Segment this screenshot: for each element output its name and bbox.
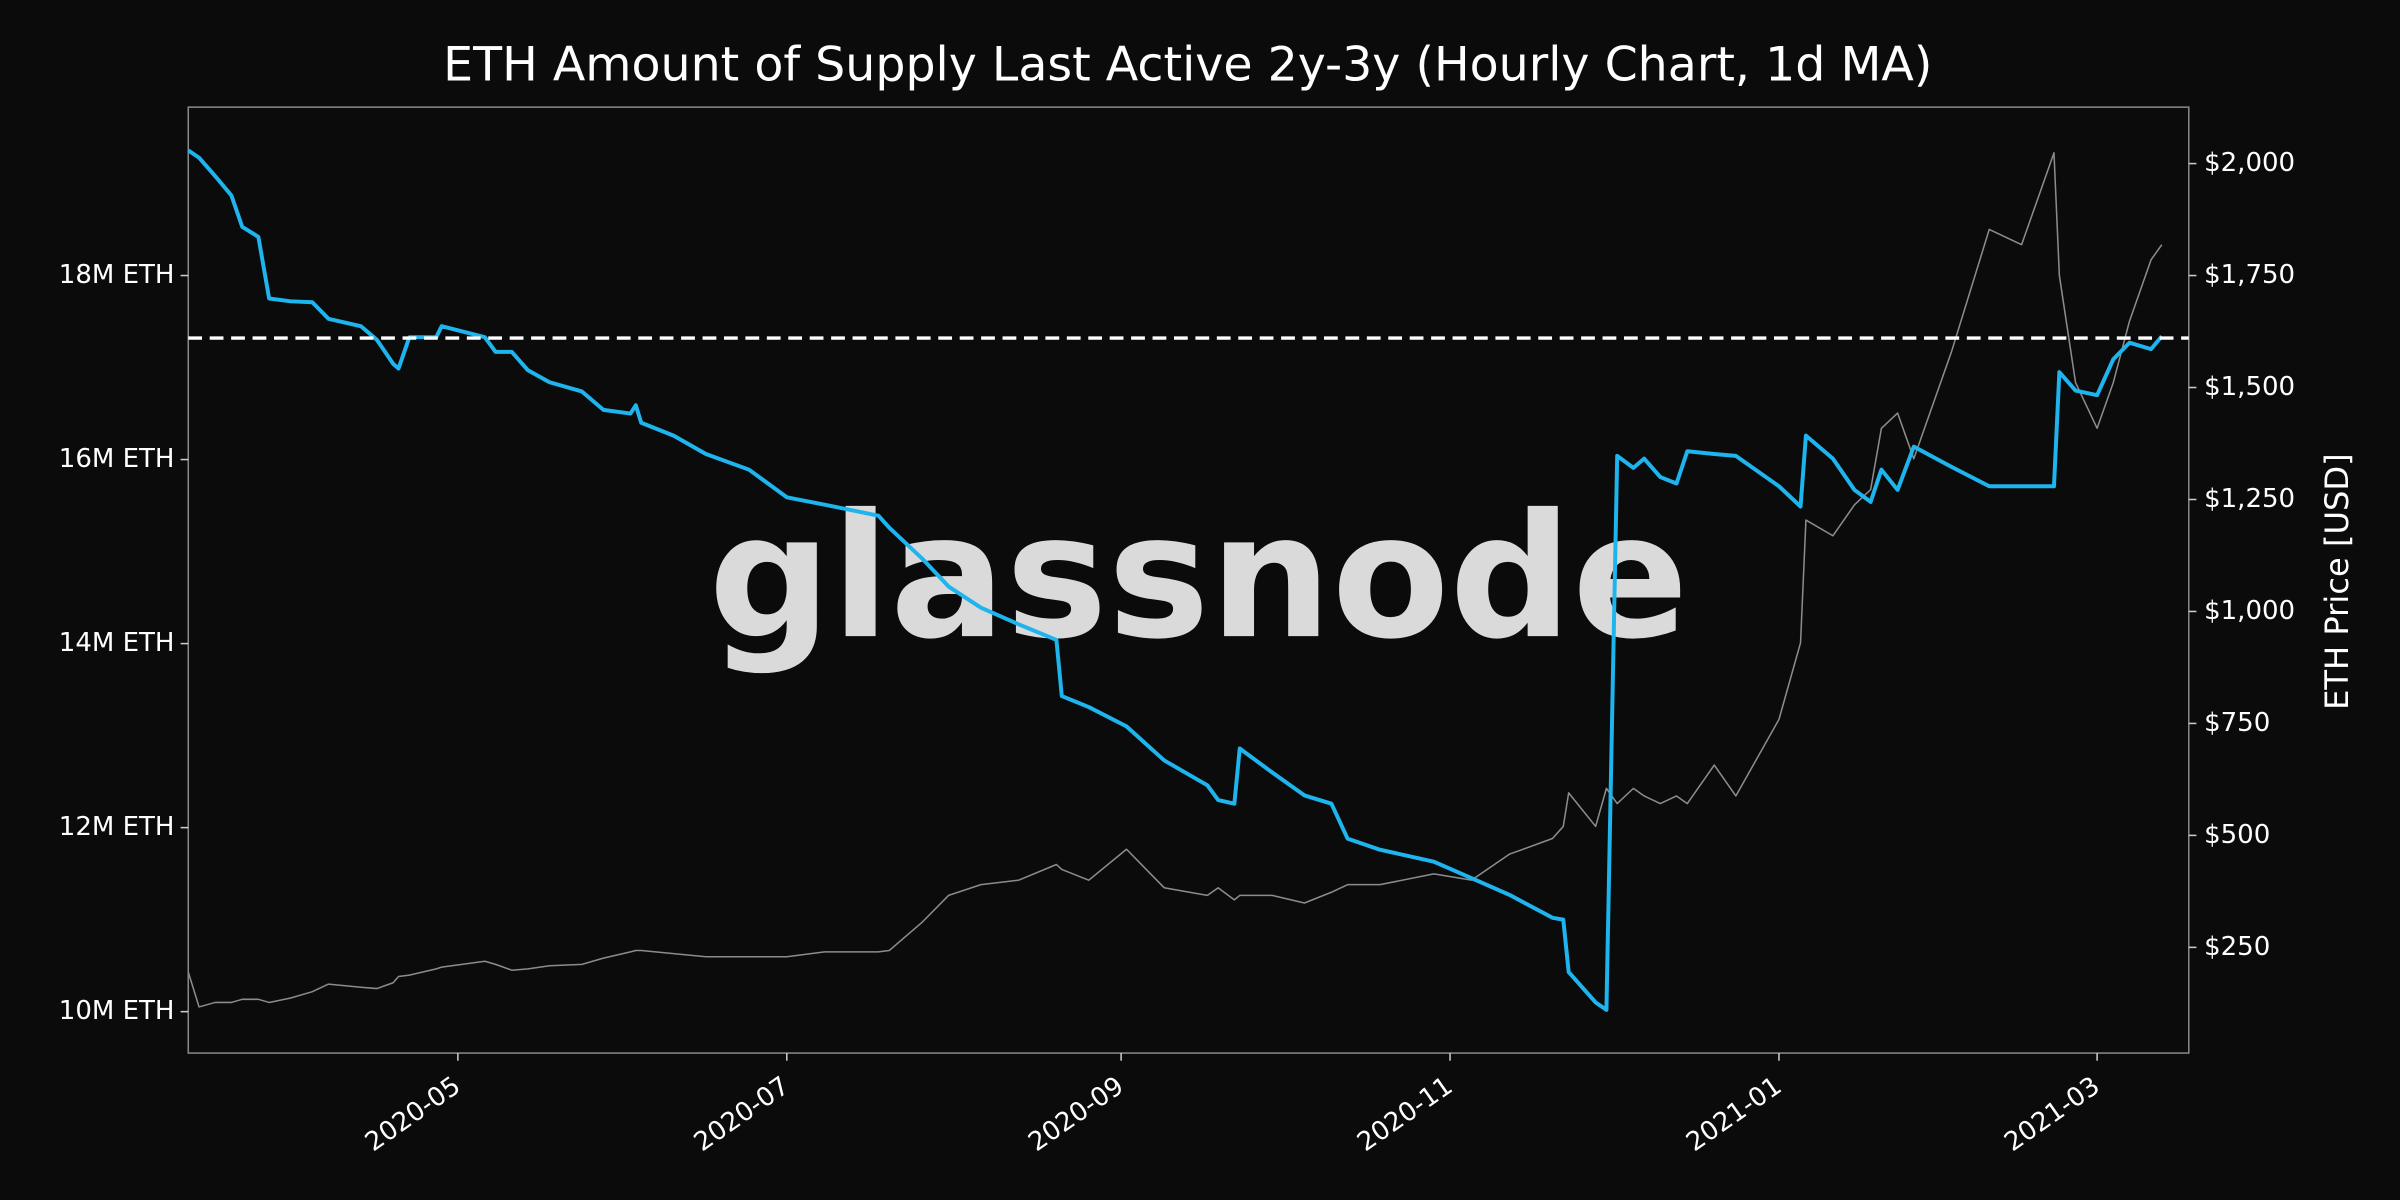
y2-tick-label: $1,500 bbox=[2204, 372, 2295, 402]
watermark: glassnode bbox=[709, 478, 1689, 677]
y2-tick-label: $750 bbox=[2204, 708, 2270, 738]
y-tick-label: 12M ETH bbox=[59, 812, 175, 842]
y-tick-label: 14M ETH bbox=[59, 628, 175, 658]
y2-tick-label: $1,750 bbox=[2204, 260, 2295, 290]
y-tick-label: 18M ETH bbox=[59, 260, 175, 290]
y2-tick-label: $250 bbox=[2204, 932, 2270, 962]
chart-title: ETH Amount of Supply Last Active 2y-3y (… bbox=[443, 37, 1932, 92]
y2-tick-label: $1,000 bbox=[2204, 596, 2295, 626]
series-line bbox=[187, 148, 2164, 1012]
y-tick-label: 16M ETH bbox=[59, 444, 175, 474]
y-tick-label: 10M ETH bbox=[59, 996, 175, 1026]
plot-frame bbox=[187, 106, 2190, 1054]
y2-axis-label: ETH Price [USD] bbox=[2318, 453, 2356, 710]
y2-tick-label: $500 bbox=[2204, 820, 2270, 850]
y2-tick-label: $1,250 bbox=[2204, 484, 2295, 514]
y2-tick-label: $2,000 bbox=[2204, 148, 2295, 178]
